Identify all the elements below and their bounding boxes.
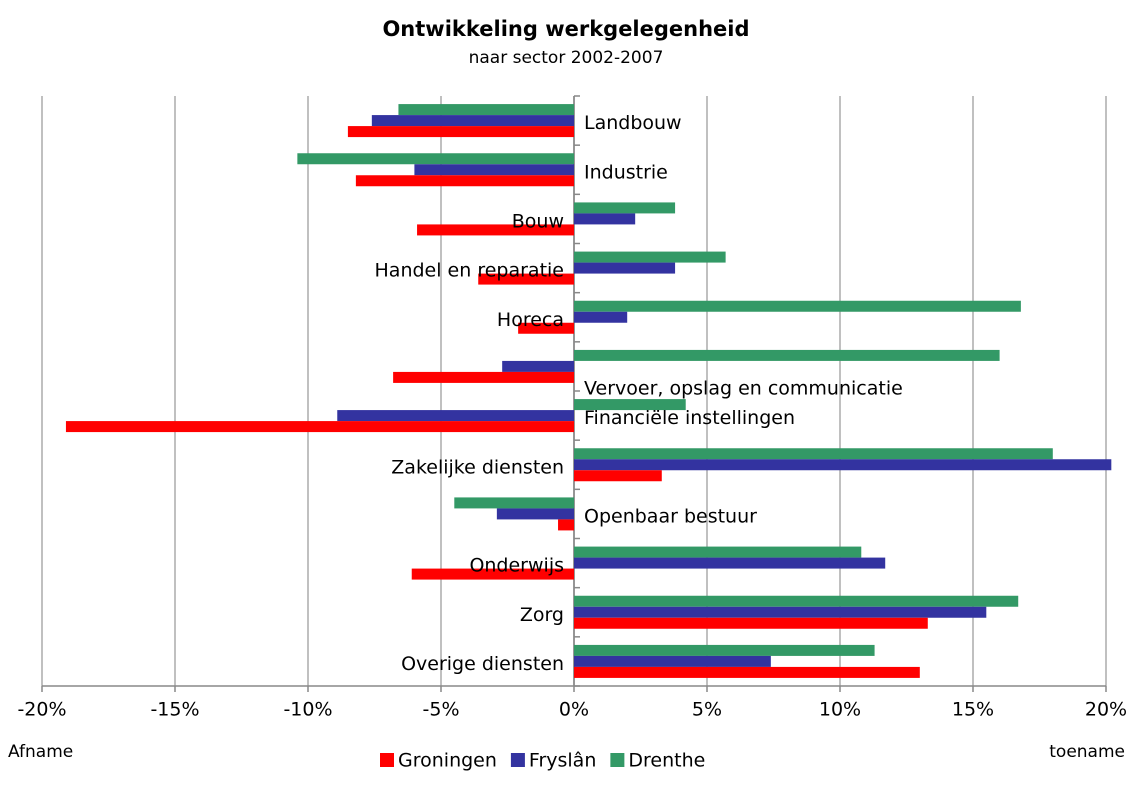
bar [496,508,574,520]
bar [574,644,875,656]
bar [574,349,1000,361]
bar [574,557,886,569]
bar [574,300,1021,312]
legend-swatch [510,753,525,767]
x-tick-label: 10% [819,699,861,721]
category-label: Overige diensten [401,653,564,675]
bar [454,497,574,509]
x-tick-label: 20% [1085,699,1127,721]
bar [574,655,771,667]
bar [574,595,1019,607]
bar [574,459,1112,471]
bar [558,519,574,531]
category-label: Industrie [584,161,668,183]
bar [574,617,928,629]
bar [297,153,574,165]
x-tick-label: -15% [150,699,199,721]
x-tick-label: -5% [423,699,460,721]
category-label: Openbaar bestuur [584,505,757,527]
bar [574,213,636,225]
chart-title: Ontwikkeling werkgelegenheid [382,17,749,41]
bar [347,126,574,138]
left-note: Afname [8,742,73,762]
legend-label: Fryslân [529,750,596,772]
category-label: Landbouw [584,112,682,134]
x-tick-label: 15% [952,699,994,721]
x-tick-label: 0% [559,699,589,721]
x-tick-label: 5% [692,699,722,721]
bar [574,202,676,214]
category-label: Handel en reparatie [375,260,564,282]
bar [574,666,920,678]
bar [337,410,574,422]
bar [414,164,574,176]
x-tick-label: -20% [17,699,66,721]
category-label: Onderwijs [469,555,564,577]
bar [411,568,574,580]
x-tick-label: -10% [283,699,332,721]
category-label: Bouw [512,210,564,232]
bar [574,448,1053,460]
bar [398,104,574,116]
bar [355,175,574,187]
category-label: Financiële instellingen [584,407,795,429]
bar [417,224,574,236]
category-label: Horeca [497,309,564,331]
bar [574,262,676,274]
category-label: Zorg [520,604,564,626]
bar [518,322,574,334]
legend-label: Groningen [398,750,497,772]
bar [393,371,574,383]
legend-swatch [380,753,394,767]
bar [65,421,574,433]
right-note: toename [1049,742,1125,762]
bar [371,115,574,127]
bar [574,470,662,482]
category-label: Vervoer, opslag en communicatie [584,377,903,399]
bar [574,251,726,263]
bar [478,273,574,285]
category-label: Zakelijke diensten [391,456,564,478]
bar [574,606,987,618]
chart-subtitle: naar sector 2002-2007 [469,48,664,68]
legend-swatch [610,753,625,767]
legend-label: Drenthe [628,750,705,772]
bar [574,399,686,411]
bar [502,360,574,372]
bar [574,311,628,323]
bar [574,546,862,558]
